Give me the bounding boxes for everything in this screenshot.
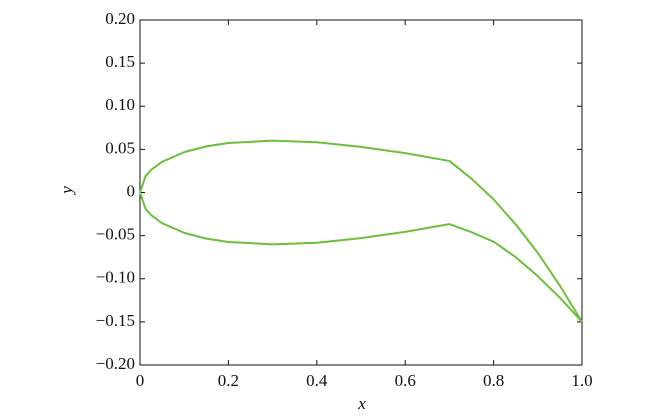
x-tick-label: 0 <box>136 371 145 390</box>
plot-frame <box>139 19 583 366</box>
y-tick-label: 0.05 <box>105 138 135 157</box>
y-tick-label: 0.10 <box>105 95 135 114</box>
y-tick-label: −0.10 <box>96 268 135 287</box>
y-axis-label: y <box>57 186 76 196</box>
y-tick-label: 0.20 <box>105 9 135 28</box>
y-tick-label: 0 <box>127 181 136 200</box>
x-tick-label: 1.0 <box>571 371 592 390</box>
x-tick-label: 0.8 <box>483 371 504 390</box>
x-tick-label: 0.4 <box>306 371 328 390</box>
y-tick-label: −0.20 <box>96 354 135 373</box>
y-tick-label: −0.15 <box>96 311 135 330</box>
x-tick-label: 0.6 <box>395 371 416 390</box>
y-tick-label: 0.15 <box>105 52 135 71</box>
surface-line <box>139 139 583 323</box>
x-tick-label: 0.2 <box>218 371 239 390</box>
x-axis-label: x <box>357 394 366 413</box>
surface-line <box>139 192 583 323</box>
y-tick-label: −0.05 <box>96 225 135 244</box>
